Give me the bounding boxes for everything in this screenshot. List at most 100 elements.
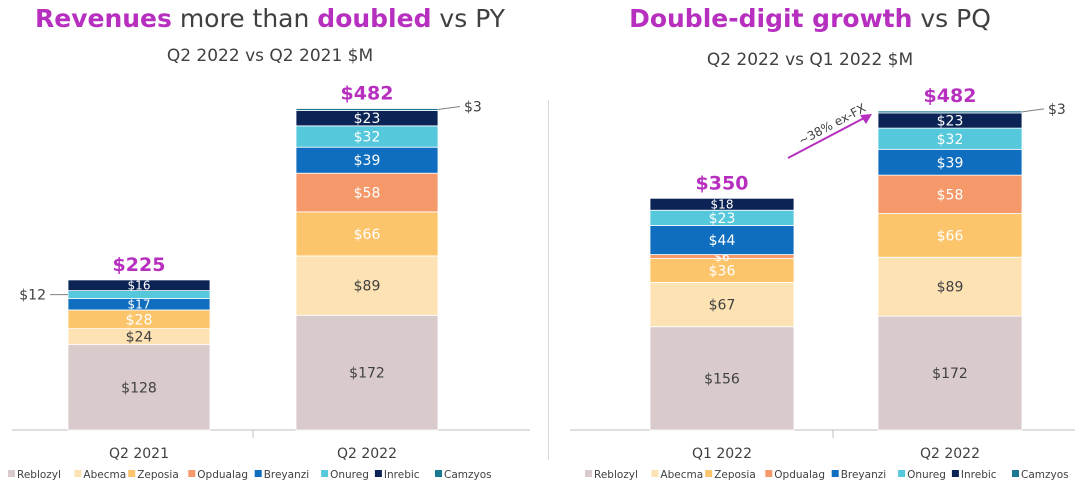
legend-item: Inrebic — [384, 469, 420, 481]
chart-subtitle: Q2 2022 vs Q2 2021 $M — [166, 46, 374, 66]
legend-swatch-abecma — [651, 470, 659, 477]
bar-segment-breyanzi — [295, 146, 439, 174]
data-label: $32 — [937, 132, 964, 148]
data-label: $66 — [354, 227, 381, 243]
stacked-bar-chart-yoy: $128 $24 $28$17 $16 $225 Q2 2021 $12 $172 $89 $66… — [8, 83, 530, 481]
legend-item: Reblozyl — [17, 469, 61, 481]
legend-item: Camzyos — [1021, 469, 1069, 481]
bar-segment-abecma — [295, 255, 439, 316]
title-highlight-2: doubled — [317, 4, 432, 33]
bar-segment-reblozyl — [877, 315, 1023, 431]
data-label: $16 — [128, 279, 151, 293]
bar-segment-reblozyl — [649, 326, 795, 431]
legend-swatch-zeposia — [705, 470, 713, 477]
legend-swatch-reblozyl — [585, 470, 592, 477]
data-label: $89 — [354, 279, 381, 295]
legend-swatch-abecma — [74, 470, 82, 477]
bar-segment-zeposia — [877, 213, 1023, 258]
growth-arrow — [787, 116, 867, 159]
legend-swatch-opdualag — [188, 470, 196, 477]
leader-line — [437, 106, 461, 111]
category-label: Q1 2022 — [692, 446, 752, 462]
chart-subtitle: Q2 2022 vs Q1 2022 $M — [706, 50, 914, 70]
outside-data-label: $3 — [1048, 102, 1066, 118]
data-label: $24 — [126, 330, 153, 346]
bar-segment-inrebic — [649, 197, 795, 211]
legend-swatch-inrebic — [374, 470, 382, 477]
leader-line — [1021, 108, 1045, 113]
legend-item: Camzyos — [444, 469, 492, 481]
total-label: $225 — [113, 254, 166, 276]
data-label: $89 — [937, 280, 964, 296]
title-middle: more than — [171, 4, 318, 33]
legend-item: Breyanzi — [841, 469, 886, 481]
bar-segment-inrebic — [67, 279, 211, 291]
bar-segment-breyanzi — [877, 148, 1023, 176]
growth-arrow-head — [860, 114, 872, 124]
title-end: vs PY — [431, 4, 505, 33]
legend-item: Reblozyl — [594, 469, 638, 481]
data-label: $23 — [937, 114, 964, 130]
legend-swatch-zeposia — [128, 470, 136, 477]
outside-data-label: $3 — [464, 100, 482, 116]
legend-item: Breyanzi — [264, 469, 309, 481]
legend-item: Zeposia — [714, 469, 756, 481]
data-label: $23 — [354, 111, 381, 127]
category-label: Q2 2022 — [920, 446, 980, 462]
panel-divider — [548, 100, 549, 460]
bar-segment-opdualag — [877, 174, 1023, 214]
legend-item: Abecma — [660, 469, 703, 481]
legend-swatch-onureg — [321, 470, 329, 477]
data-label: $128 — [121, 380, 157, 396]
legend-item: Zeposia — [137, 469, 179, 481]
legend-item: Abecma — [83, 469, 126, 481]
title-highlight-1: Double-digit growth — [629, 4, 913, 33]
legend-swatch-breyanzi — [254, 470, 262, 477]
legend-swatch-camzyos — [435, 470, 442, 477]
bar-segment-reblozyl — [67, 344, 211, 431]
data-label: $66 — [937, 228, 964, 244]
data-label: $172 — [349, 366, 385, 382]
category-label: Q2 2022 — [337, 446, 397, 462]
legend-swatch-camzyos — [1012, 470, 1019, 477]
bar-segment-zeposia — [295, 211, 439, 257]
bar-segment-abecma — [877, 256, 1023, 317]
legend-item: Opdualag — [774, 469, 825, 481]
legend-swatch-inrebic — [951, 470, 959, 477]
legend-swatch-reblozyl — [8, 470, 15, 477]
legend-swatch-breyanzi — [831, 470, 839, 477]
left-chart-panel: Revenues more than doubled vs PY Q2 2022… — [0, 4, 540, 481]
title-middle: vs PQ — [912, 4, 991, 33]
category-label: Q2 2021 — [109, 446, 169, 462]
data-label: $156 — [704, 371, 740, 387]
bar-segment-abecma — [649, 281, 795, 328]
data-label: $39 — [937, 155, 964, 171]
data-label: $18 — [711, 198, 734, 212]
data-label: $67 — [709, 298, 736, 314]
legend-swatch-opdualag — [765, 470, 773, 477]
data-label: $17 — [128, 298, 151, 312]
data-label: $39 — [354, 153, 381, 169]
data-label: $172 — [932, 366, 968, 382]
total-label: $482 — [341, 83, 394, 105]
legend-item: Opdualag — [197, 469, 248, 481]
right-chart-panel: Double-digit growth vs PQ Q2 2022 vs Q1 … — [540, 0, 1080, 493]
data-label: $28 — [126, 312, 153, 328]
legend-item: Onureg — [907, 469, 946, 481]
total-label: $482 — [924, 85, 977, 107]
data-label: $44 — [709, 233, 736, 249]
chart-title: Revenues more than doubled vs PY — [0, 4, 540, 33]
bar-segment-camzyos — [295, 108, 439, 111]
data-label: $58 — [354, 186, 381, 202]
total-label: $350 — [696, 172, 749, 194]
bar-segment-breyanzi — [649, 225, 795, 255]
growth-annotation: ~38% ex-FX — [796, 101, 868, 148]
data-label: $23 — [709, 211, 736, 227]
data-label: $58 — [937, 187, 964, 203]
title-highlight-1: Revenues — [34, 4, 172, 33]
bar-segment-camzyos — [877, 110, 1023, 114]
legend-item: Inrebic — [961, 469, 997, 481]
chart-title: Double-digit growth vs PQ — [540, 4, 1080, 33]
legend-item: Onureg — [330, 469, 369, 481]
